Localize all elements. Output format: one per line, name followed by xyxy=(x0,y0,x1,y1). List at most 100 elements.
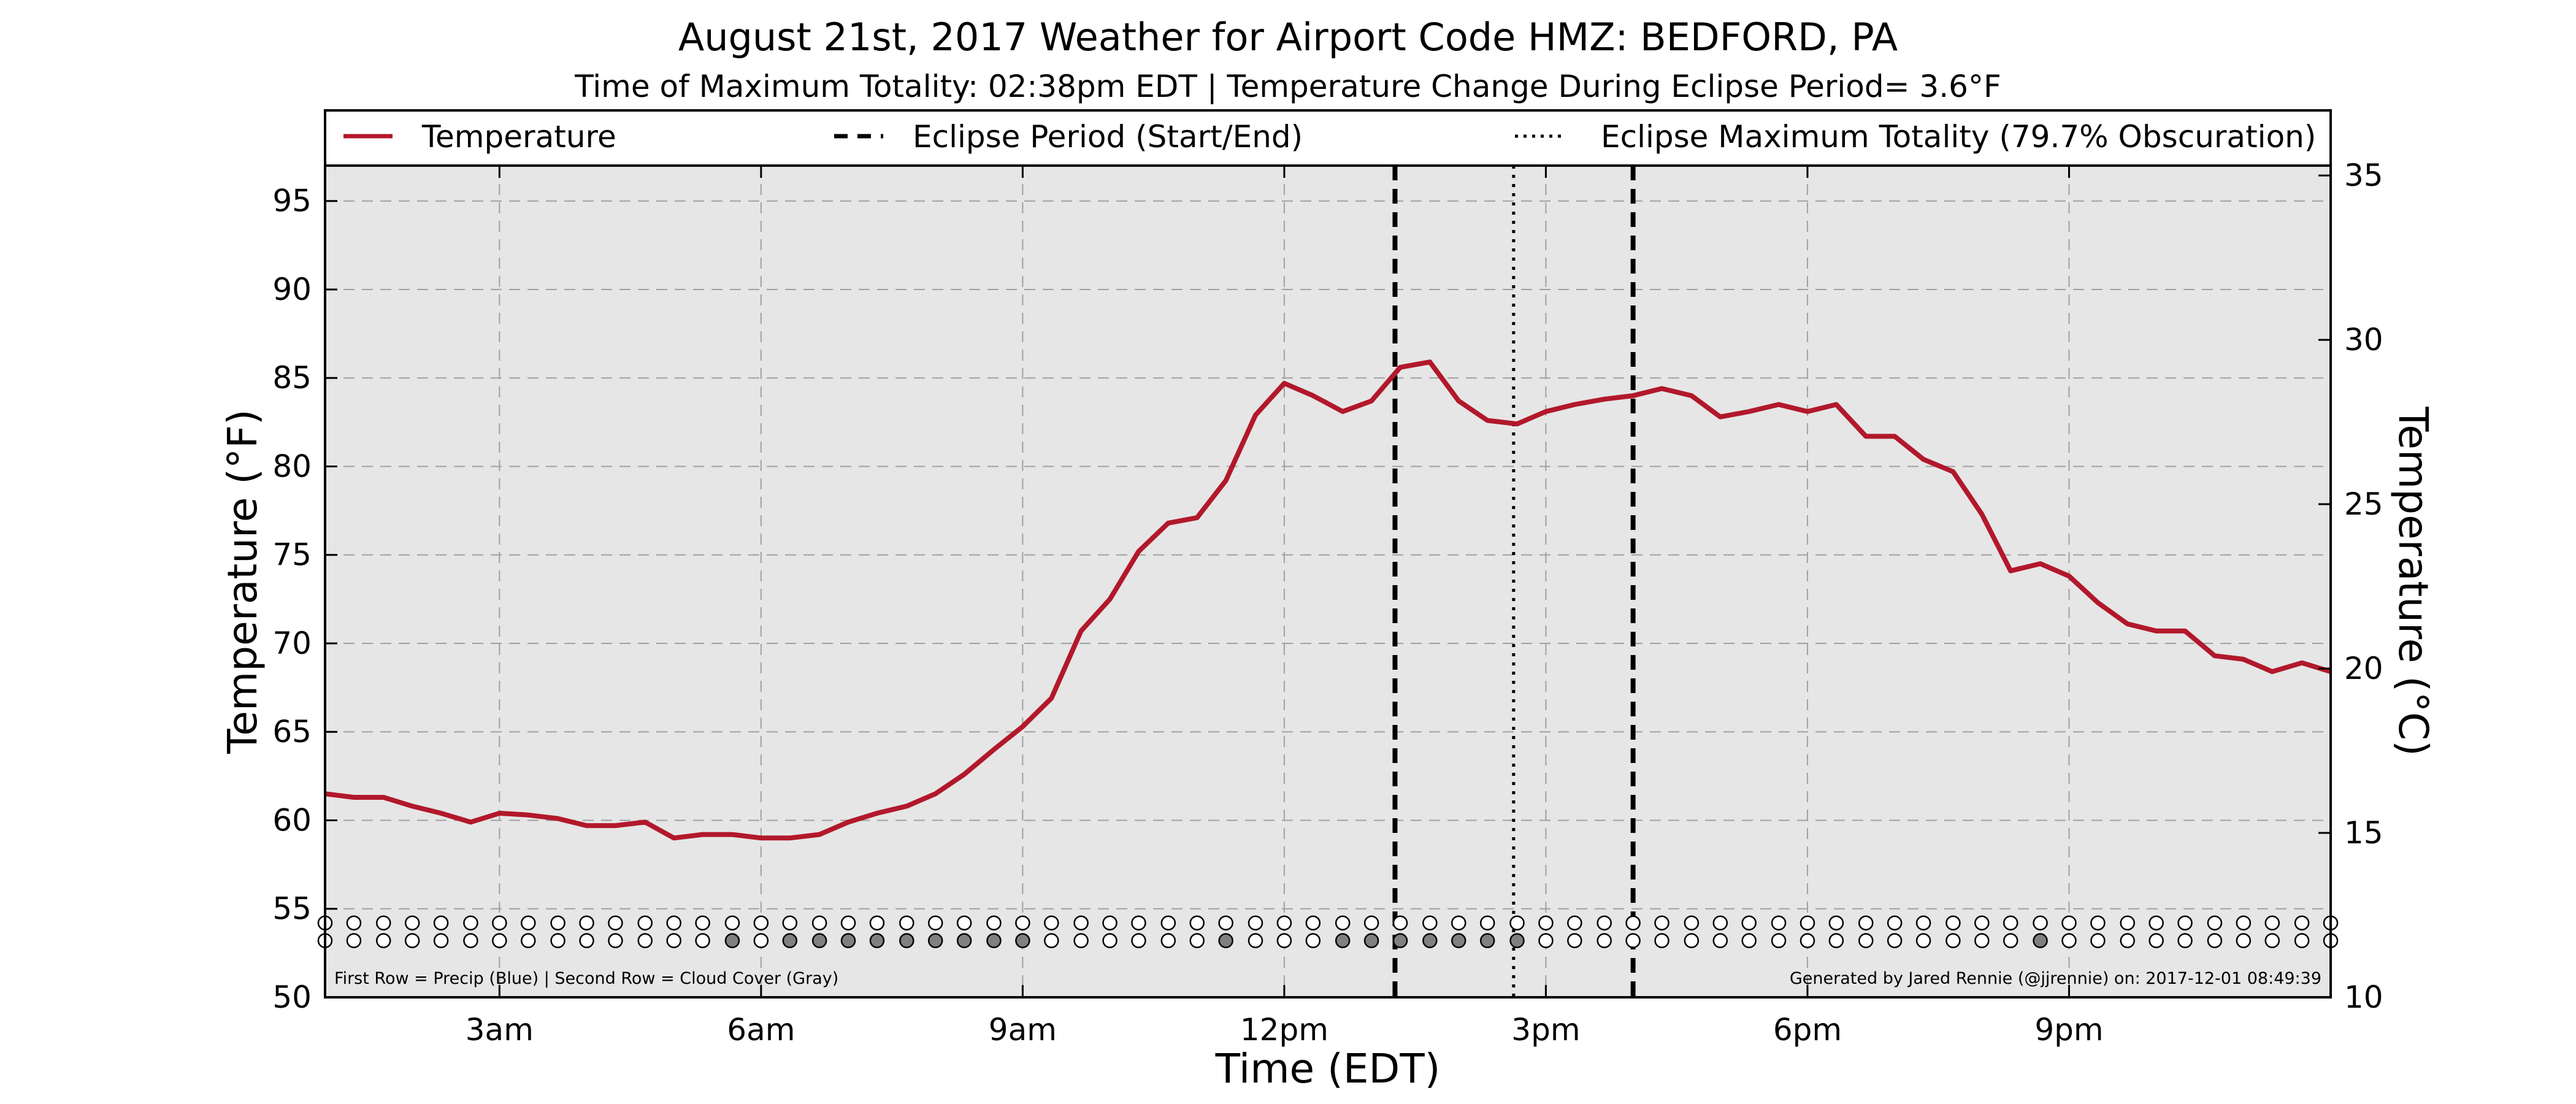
y2-tick-label: 10 xyxy=(2344,979,2383,1015)
precip-marker xyxy=(433,915,449,931)
precip-marker xyxy=(2149,915,2164,931)
precip-marker xyxy=(1684,915,1700,931)
cloud-marker xyxy=(346,933,362,948)
precip-marker xyxy=(2207,915,2223,931)
precip-marker xyxy=(1363,915,1379,931)
cloud-marker xyxy=(1828,933,1844,948)
legend-temperature-label: Temperature xyxy=(421,119,616,155)
precip-marker xyxy=(550,915,565,931)
cloud-marker xyxy=(1015,933,1030,948)
precip-marker xyxy=(2120,915,2135,931)
footnote-left: First Row = Precip (Blue) | Second Row =… xyxy=(334,969,838,988)
cloud-marker xyxy=(2090,933,2106,948)
precip-marker xyxy=(1509,915,1525,931)
cloud-marker xyxy=(986,933,1002,948)
y2-tick-label: 15 xyxy=(2344,815,2383,851)
precip-marker xyxy=(840,915,856,931)
y2-tick-label: 25 xyxy=(2344,486,2383,522)
cloud-marker xyxy=(1597,933,1612,948)
precip-marker xyxy=(1712,915,1728,931)
precip-marker xyxy=(1218,915,1233,931)
precip-marker xyxy=(2236,915,2252,931)
precip-marker xyxy=(1073,915,1089,931)
precip-marker xyxy=(695,915,710,931)
cloud-marker xyxy=(869,933,885,948)
grid-lines xyxy=(325,166,2331,997)
y-tick-label: 90 xyxy=(272,272,312,307)
cloud-marker xyxy=(463,933,478,948)
y-axis-title: Temperature (°F) xyxy=(219,409,266,754)
precip-marker xyxy=(1625,915,1641,931)
cloud-marker xyxy=(1625,933,1641,948)
cloud-marker xyxy=(782,933,798,948)
cloud-marker xyxy=(376,933,391,948)
precip-marker xyxy=(724,915,740,931)
cloud-marker xyxy=(2120,933,2135,948)
cloud-marker xyxy=(1131,933,1146,948)
x-tick-label: 6pm xyxy=(1773,1012,1842,1048)
cloud-marker xyxy=(608,933,623,948)
precip-marker xyxy=(1479,915,1495,931)
precip-marker xyxy=(463,915,478,931)
precip-marker xyxy=(579,915,594,931)
cloud-marker xyxy=(521,933,536,948)
cloud-marker xyxy=(724,933,740,948)
y2-tick-label: 30 xyxy=(2344,322,2383,358)
precip-marker xyxy=(2033,915,2048,931)
precip-marker xyxy=(2090,915,2106,931)
y-tick-label: 95 xyxy=(272,183,312,219)
precip-marker xyxy=(1887,915,1903,931)
cloud-marker xyxy=(2061,933,2077,948)
cloud-marker xyxy=(1189,933,1205,948)
precip-marker xyxy=(1945,915,1961,931)
y-axis-ticks: 50 55 60 65 70 75 80 85 90 95 xyxy=(272,183,337,1015)
cloud-marker xyxy=(899,933,914,948)
cloud-marker xyxy=(840,933,856,948)
precip-marker xyxy=(1828,915,1844,931)
precip-marker xyxy=(1800,915,1815,931)
precip-marker xyxy=(1422,915,1438,931)
legend-eclipse-period-label: Eclipse Period (Start/End) xyxy=(913,119,1303,155)
cloud-marker xyxy=(956,933,972,948)
cloud-marker xyxy=(2294,933,2310,948)
cloud-marker xyxy=(1248,933,1263,948)
cloud-marker xyxy=(1451,933,1466,948)
cloud-marker xyxy=(1392,933,1408,948)
chart-title: August 21st, 2017 Weather for Airport Co… xyxy=(678,15,1898,59)
cloud-marker xyxy=(1218,933,1233,948)
cloud-marker xyxy=(753,933,769,948)
precip-marker xyxy=(1305,915,1321,931)
cloud-marker xyxy=(2207,933,2223,948)
cloud-marker xyxy=(1363,933,1379,948)
y-tick-label: 55 xyxy=(272,891,312,927)
x-axis-title: Time (EDT) xyxy=(1215,1045,1441,1092)
precip-marker xyxy=(1131,915,1146,931)
precip-marker xyxy=(782,915,798,931)
y2-axis-ticks: 10 15 20 25 30 35 xyxy=(2318,158,2383,1015)
cloud-marker xyxy=(492,933,507,948)
cloud-marker xyxy=(1654,933,1669,948)
y2-tick-label: 20 xyxy=(2344,651,2383,686)
cloud-marker xyxy=(927,933,943,948)
cloud-marker xyxy=(1044,933,1059,948)
cloud-marker xyxy=(1887,933,1903,948)
precip-marker xyxy=(1276,915,1292,931)
precip-marker xyxy=(1392,915,1408,931)
precip-marker xyxy=(521,915,536,931)
legend-eclipse-max-label: Eclipse Maximum Totality (79.7% Obscurat… xyxy=(1601,119,2316,155)
precip-marker xyxy=(376,915,391,931)
cloud-marker xyxy=(666,933,681,948)
precip-marker xyxy=(2061,915,2077,931)
precip-marker xyxy=(1741,915,1757,931)
precip-marker xyxy=(1538,915,1554,931)
y2-axis-title: Temperature (°C) xyxy=(2390,406,2437,756)
precip-marker xyxy=(1915,915,1931,931)
precip-marker xyxy=(899,915,914,931)
y-tick-label: 65 xyxy=(272,714,312,749)
precip-marker xyxy=(1567,915,1582,931)
x-axis-ticks: 3am 6am 9am 12pm 3pm 6pm 9pm xyxy=(466,166,2104,1048)
cloud-marker xyxy=(404,933,420,948)
precip-marker xyxy=(1858,915,1874,931)
y-tick-label: 80 xyxy=(272,448,312,484)
y-tick-label: 60 xyxy=(272,802,312,838)
